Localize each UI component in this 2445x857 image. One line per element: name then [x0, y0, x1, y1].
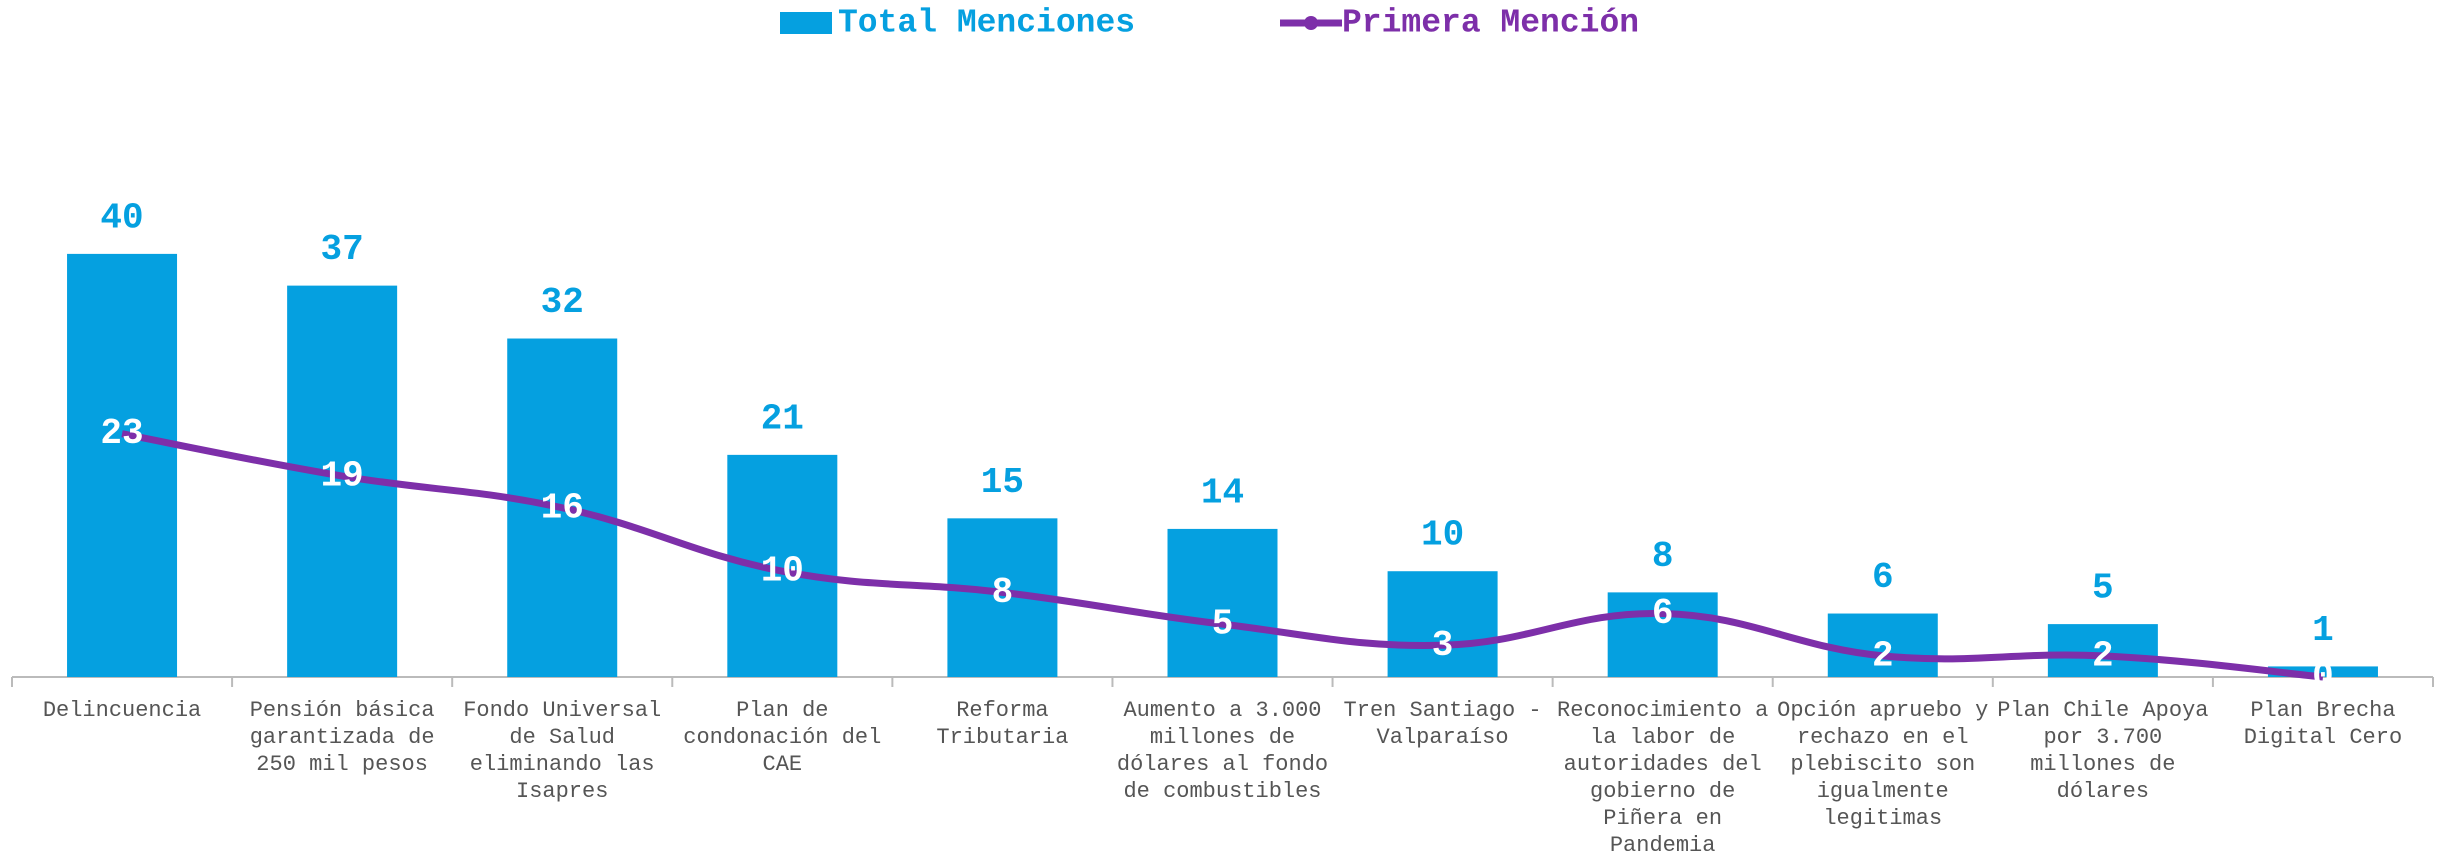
x-tick-label: Fondo Universal de Salud eliminando las … — [463, 698, 662, 804]
bar-label: 8 — [1652, 536, 1674, 577]
bar — [1607, 592, 1718, 677]
line — [121, 430, 2324, 681]
x-tick-label: Reconocimiento a la labor de autoridades… — [1557, 698, 1769, 857]
line-label: 2 — [1872, 635, 1894, 676]
bar-label: 37 — [321, 229, 364, 270]
bar-label: 10 — [1421, 515, 1464, 556]
bar — [67, 253, 178, 677]
line-label: 3 — [1432, 625, 1454, 666]
bar-label: 14 — [1201, 472, 1244, 513]
bar — [2267, 666, 2378, 677]
bar-label: 32 — [541, 282, 584, 323]
line-label: 2 — [2092, 635, 2114, 676]
x-tick-label: Tren Santiago - Valparaíso — [1343, 698, 1542, 750]
x-tick-label: Pensión básica garantizada de 250 mil pe… — [249, 698, 435, 777]
legend-swatch — [780, 12, 832, 34]
line-label: 23 — [100, 413, 143, 454]
x-tick-label: Plan Chile Apoya por 3.700 millones de d… — [1997, 698, 2209, 804]
bar-label: 40 — [100, 197, 143, 238]
bar-label: 1 — [2312, 610, 2334, 651]
x-tick-label: Plan de condonación del CAE — [683, 698, 882, 777]
line-label: 16 — [541, 487, 584, 528]
line-label: 8 — [992, 572, 1014, 613]
legend-label: Primera Mención — [1342, 5, 1639, 42]
x-tick-label: Opción apruebo y rechazo en el plebiscit… — [1777, 698, 1989, 831]
x-tick-label: Delincuencia — [42, 698, 202, 723]
bar — [1387, 571, 1498, 677]
bar-label: 6 — [1872, 557, 1894, 598]
bar-label: 5 — [2092, 568, 2114, 609]
legend-label: Total Menciones — [838, 5, 1135, 42]
line-label: 10 — [761, 551, 804, 592]
bar-label: 21 — [761, 398, 804, 439]
bar — [1827, 613, 1938, 677]
bar — [2047, 624, 2158, 677]
x-tick-label: Reforma Tributaria — [936, 698, 1069, 750]
line-label: 19 — [321, 456, 364, 497]
bar-label: 15 — [981, 462, 1024, 503]
line-label: 6 — [1652, 593, 1674, 634]
x-tick-label: Aumento a 3.000 millones de dólares al f… — [1116, 698, 1329, 804]
line-label: 5 — [1212, 604, 1234, 645]
bar — [1167, 528, 1278, 677]
legend-marker — [1304, 16, 1318, 30]
line-label: 0 — [2312, 657, 2334, 698]
x-tick-label: Plan Brecha Digital Cero — [2243, 698, 2403, 750]
